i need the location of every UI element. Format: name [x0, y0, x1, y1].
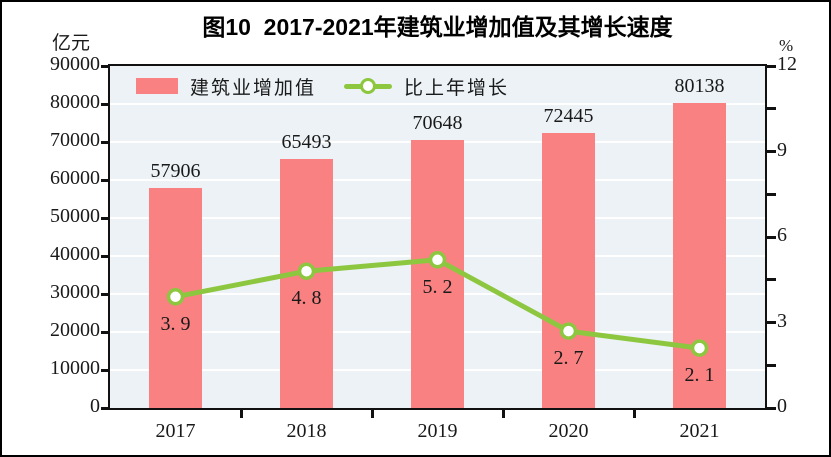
legend-line-symbol: [344, 77, 393, 95]
right-axis-tick: [767, 278, 776, 282]
right-axis-tick-label-6: 6: [777, 224, 787, 246]
left-axis-tick: [101, 254, 110, 258]
left-axis-tick: [101, 292, 110, 296]
left-axis-tick-label-20000: 20000: [50, 319, 100, 341]
line-point-2019: [428, 251, 447, 269]
right-axis-tick: [767, 321, 776, 324]
bar-value-label-2018: 65493: [281, 131, 332, 154]
line-value-label-2020: 2. 7: [553, 347, 584, 370]
left-axis-tick: [101, 368, 110, 372]
line-point-2017: [166, 288, 185, 306]
plot-area: 建筑业增加值 比上年增长: [108, 64, 767, 410]
x-axis-label-2020: 2020: [548, 420, 589, 442]
gridline: [110, 103, 765, 105]
left-axis-tick: [101, 102, 110, 106]
left-axis-tick-label-90000: 90000: [50, 53, 100, 75]
left-axis-tick: [101, 64, 110, 68]
x-axis-tick: [632, 410, 636, 418]
right-axis-tick: [767, 235, 776, 239]
left-axis-tick-label-70000: 70000: [50, 129, 100, 151]
line-series: [166, 251, 709, 357]
left-axis-tick-label-0: 0: [90, 395, 100, 417]
x-axis-label-2018: 2018: [286, 420, 327, 442]
left-axis-tick-label-60000: 60000: [50, 167, 100, 189]
right-axis-tick: [767, 64, 776, 68]
left-axis-unit: 亿元: [52, 33, 91, 54]
left-axis-tick-label-80000: 80000: [50, 91, 100, 113]
bar-value-label-2019: 70648: [412, 111, 463, 134]
x-axis-tick: [370, 410, 374, 418]
line-value-label-2018: 4. 8: [291, 287, 322, 310]
chart-title: 图10 2017-2021年建筑业增加值及其增长速度: [202, 14, 673, 40]
bar-value-label-2020: 72445: [543, 104, 594, 127]
bar-2019: [411, 139, 464, 408]
left-axis-tick: [101, 330, 110, 334]
line-value-label-2021: 2. 1: [684, 364, 715, 387]
x-axis-label-2017: 2017: [155, 420, 196, 442]
x-axis-tick: [239, 410, 243, 418]
left-axis-tick: [101, 178, 110, 182]
line-point-2021: [690, 339, 709, 357]
line-value-label-2017: 3. 9: [160, 312, 191, 335]
right-axis-tick: [767, 192, 776, 196]
right-axis-tick-label-12: 12: [777, 53, 797, 75]
left-axis-tick-label-50000: 50000: [50, 205, 100, 227]
legend-bar-swatch: [136, 78, 178, 94]
right-axis-tick: [767, 107, 776, 111]
x-axis-label-2019: 2019: [417, 420, 458, 442]
left-axis-tick: [101, 140, 110, 144]
line-point-2018: [297, 262, 316, 280]
right-axis-tick-label-9: 9: [777, 138, 787, 161]
left-axis-tick: [101, 216, 110, 220]
right-axis-tick-label-3: 3: [777, 309, 787, 332]
bar-value-label-2017: 57906: [150, 159, 201, 182]
right-axis-tick: [767, 363, 776, 367]
bar-2020: [542, 132, 595, 408]
legend-label-bar: 建筑业增加值: [190, 77, 317, 99]
legend-line-marker-icon: [360, 78, 377, 94]
bar-2021: [673, 103, 726, 408]
right-axis-tick: [767, 406, 776, 410]
left-axis-tick-label-30000: 30000: [50, 281, 100, 303]
x-axis-tick: [501, 410, 505, 418]
legend: 建筑业增加值 比上年增长: [136, 74, 510, 99]
legend-label-line: 比上年增长: [404, 77, 510, 99]
x-axis-label-2021: 2021: [679, 420, 720, 442]
right-axis-unit: %: [779, 36, 794, 55]
line-value-label-2019: 5. 2: [422, 275, 453, 298]
line-point-2020: [559, 322, 578, 340]
bar-value-label-2021: 80138: [674, 75, 725, 98]
left-axis-tick-label-10000: 10000: [50, 357, 100, 379]
right-axis-tick: [767, 150, 776, 153]
bar-2018: [280, 159, 333, 408]
left-axis-tick: [101, 406, 110, 410]
plot-inner: 建筑业增加值 比上年增长: [110, 66, 765, 408]
left-axis-tick-label-40000: 40000: [50, 243, 100, 265]
right-axis-tick-label-0: 0: [777, 395, 787, 417]
